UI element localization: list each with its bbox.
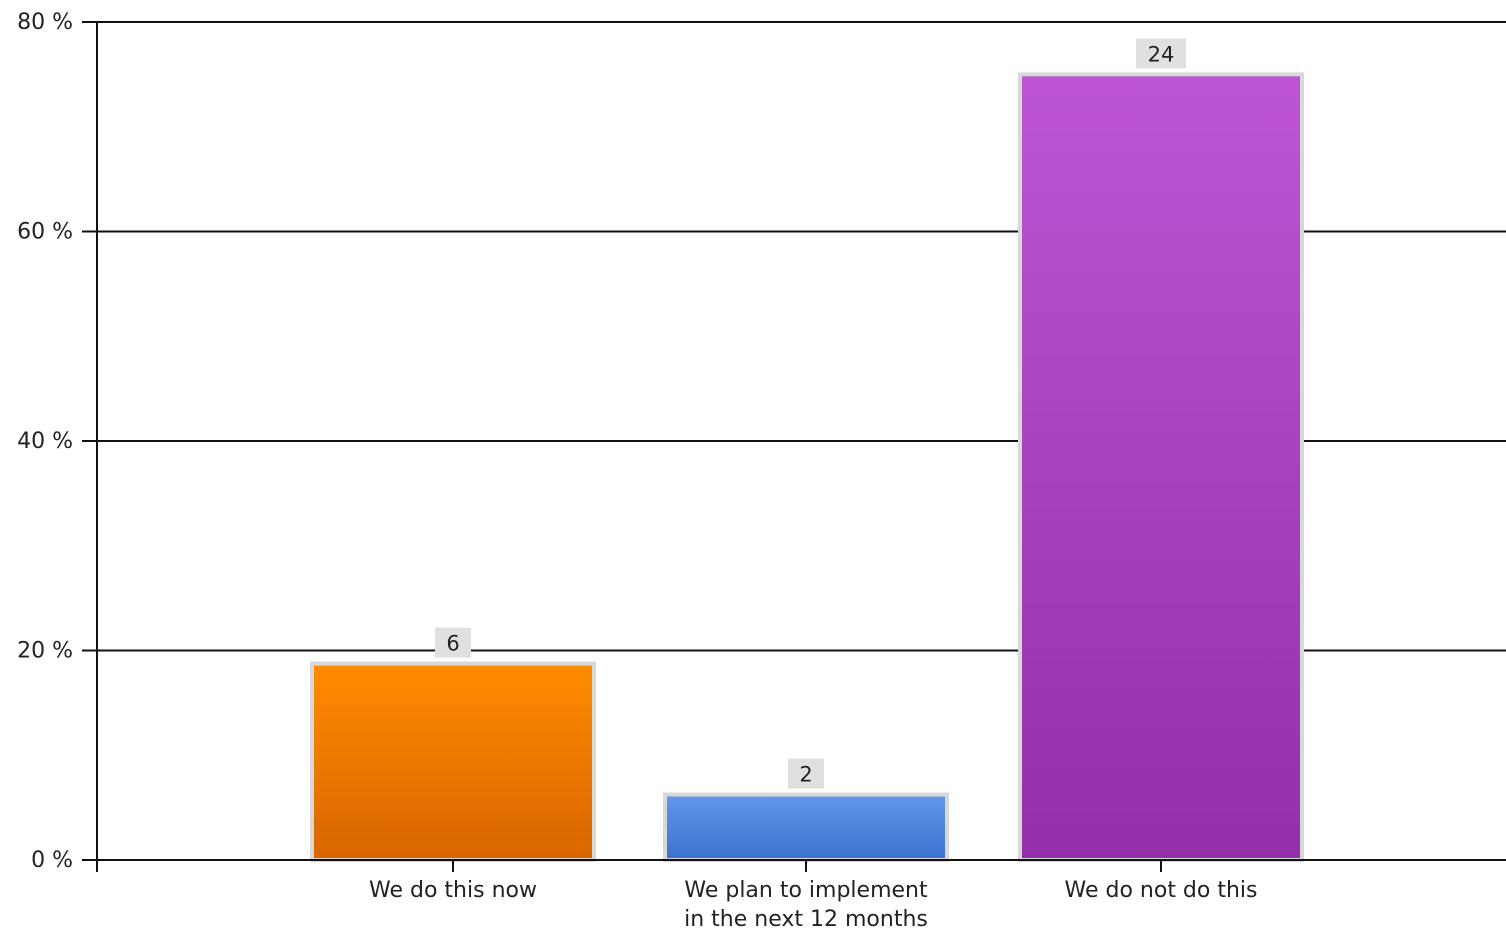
data-label: 24 (1148, 42, 1175, 66)
data-label-box (1136, 38, 1186, 69)
x-category-label: We do not do this (1065, 878, 1258, 903)
y-tick-label: 60 % (17, 220, 73, 245)
data-label-box (435, 627, 471, 658)
data-label-box (788, 758, 824, 789)
bar (1018, 72, 1304, 862)
bars (310, 72, 1304, 862)
y-tick-label: 80 % (17, 10, 73, 35)
x-category-label: in the next 12 months (684, 907, 928, 932)
bar (663, 792, 949, 862)
axes (82, 21, 1506, 872)
labels: 0 % 20 % 40 % 60 % 80 % 6 We do this now 2 We pl… (17, 10, 1257, 932)
y-tick-label: 40 % (17, 429, 73, 454)
y-tick-label: 20 % (17, 639, 73, 664)
y-tick-label: 0 % (31, 848, 73, 873)
x-category-label: We do this now (369, 878, 537, 903)
x-category-label: We plan to implement (684, 878, 928, 903)
bar (310, 661, 596, 862)
data-label: 6 (446, 632, 459, 656)
data-label: 2 (799, 763, 812, 787)
